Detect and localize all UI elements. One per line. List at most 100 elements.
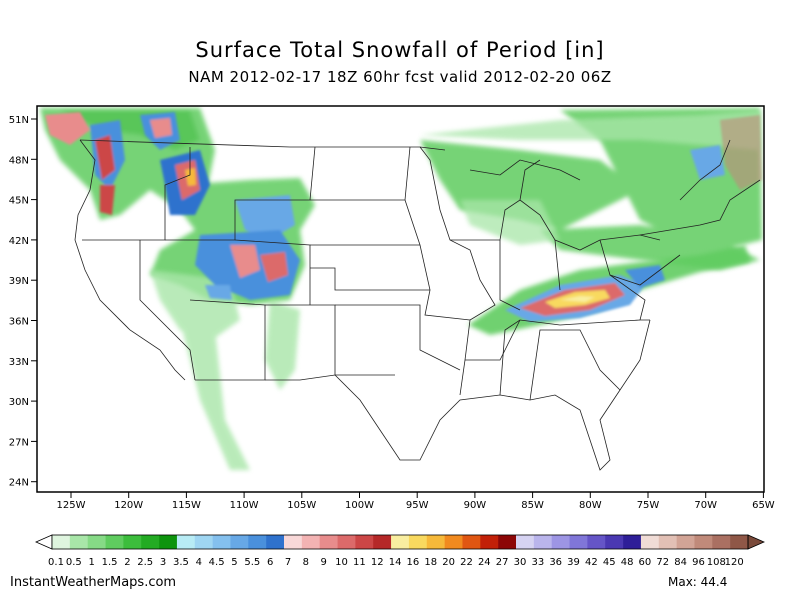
legend-swatch bbox=[712, 535, 731, 549]
legend-swatch bbox=[212, 535, 231, 549]
legend-outline bbox=[51, 534, 749, 550]
legend-swatch bbox=[69, 535, 88, 549]
lon-label: 100W bbox=[345, 500, 374, 511]
legend-swatch bbox=[605, 535, 624, 549]
legend-swatch bbox=[230, 535, 249, 549]
lon-label: 75W bbox=[637, 500, 660, 511]
legend-label: 36 bbox=[549, 557, 562, 568]
legend-label: 16 bbox=[407, 557, 420, 568]
legend-label: 1 bbox=[89, 557, 95, 568]
legend-max-arrow bbox=[747, 534, 765, 550]
legend-swatch bbox=[87, 535, 106, 549]
legend-label: 72 bbox=[656, 557, 669, 568]
legend-label: 30 bbox=[514, 557, 527, 568]
lon-label: 115W bbox=[172, 500, 201, 511]
legend-label: 5.5 bbox=[244, 557, 260, 568]
legend-min-arrow bbox=[35, 534, 53, 550]
legend-swatch bbox=[248, 535, 267, 549]
legend-swatch bbox=[141, 535, 160, 549]
legend-swatch bbox=[444, 535, 463, 549]
legend-swatch bbox=[123, 535, 142, 549]
map-subtitle: NAM 2012-02-17 18Z 60hr fcst valid 2012-… bbox=[188, 68, 612, 86]
legend-label: 12 bbox=[371, 557, 384, 568]
legend-swatch bbox=[462, 535, 481, 549]
legend-label: 10 bbox=[335, 557, 348, 568]
legend-swatch bbox=[319, 535, 338, 549]
lon-label: 95W bbox=[406, 500, 429, 511]
legend-label: 48 bbox=[621, 557, 634, 568]
lat-label: 39N bbox=[9, 276, 29, 287]
legend-label: 45 bbox=[603, 557, 616, 568]
legend-swatch bbox=[105, 535, 124, 549]
legend-label: 60 bbox=[639, 557, 652, 568]
legend-label: 33 bbox=[531, 557, 544, 568]
legend-swatch bbox=[176, 535, 196, 549]
legend-label: 11 bbox=[353, 557, 366, 568]
legend-swatch bbox=[640, 535, 660, 549]
lat-label: 48N bbox=[9, 155, 29, 166]
lat-label: 36N bbox=[9, 317, 29, 328]
longitude-labels: 125W 120W 115W 110W 105W 100W 95W 90W 85W 80W 75W 7… bbox=[57, 492, 775, 511]
legend-label: 4.5 bbox=[209, 557, 225, 568]
lat-label: 30N bbox=[9, 397, 29, 408]
legend-label: 18 bbox=[424, 557, 437, 568]
lon-label: 85W bbox=[521, 500, 544, 511]
lon-label: 90W bbox=[464, 500, 487, 511]
state-boundaries bbox=[74, 139, 761, 471]
legend-label: 4 bbox=[196, 557, 202, 568]
lat-label: 42N bbox=[9, 236, 29, 247]
legend-swatch bbox=[426, 535, 445, 549]
legend-label: 2.5 bbox=[137, 557, 153, 568]
legend-swatch bbox=[373, 535, 392, 549]
snowfall-shading bbox=[40, 108, 762, 470]
legend-swatch bbox=[266, 535, 285, 549]
legend-label: 39 bbox=[567, 557, 580, 568]
latitude-labels: 51N 48N 45N 42N 39N 36N 33N 30N 27N 24N bbox=[9, 115, 37, 489]
map-frame bbox=[36, 105, 765, 493]
legend-swatch bbox=[301, 535, 320, 549]
legend-label: 42 bbox=[585, 557, 598, 568]
legend-swatch bbox=[52, 535, 71, 549]
source-label: InstantWeatherMaps.com bbox=[10, 575, 177, 590]
lon-label: 110W bbox=[230, 500, 259, 511]
legend-label: 14 bbox=[389, 557, 402, 568]
lon-label: 80W bbox=[579, 500, 602, 511]
legend-label: 84 bbox=[674, 557, 687, 568]
legend-label: 96 bbox=[692, 557, 705, 568]
legend-label: 6 bbox=[267, 557, 273, 568]
map-title: Surface Total Snowfall of Period [in] bbox=[195, 38, 605, 62]
legend-swatch bbox=[587, 535, 606, 549]
legend-swatch bbox=[551, 535, 570, 549]
legend-swatch bbox=[480, 535, 499, 549]
legend-labels: 0.1 0.5 1 1.5 2 2.5 3 3.5 4 4.5 5 5.5 6 7 8 9 10 11 12 14 16… bbox=[48, 557, 744, 568]
legend-label: 1.5 bbox=[102, 557, 118, 568]
legend-label: 27 bbox=[496, 557, 509, 568]
legend-swatch bbox=[408, 535, 428, 549]
max-value-label: Max: 44.4 bbox=[668, 575, 728, 589]
lon-label: 65W bbox=[752, 500, 775, 511]
lon-label: 120W bbox=[114, 500, 143, 511]
legend-label: 22 bbox=[460, 557, 473, 568]
legend-label: 7 bbox=[285, 557, 291, 568]
legend-label: 9 bbox=[321, 557, 327, 568]
legend-swatch bbox=[730, 535, 749, 549]
legend-label: 0.1 bbox=[48, 557, 64, 568]
lat-label: 24N bbox=[9, 478, 29, 489]
legend-swatch bbox=[676, 535, 695, 549]
legend-swatch bbox=[498, 535, 517, 549]
lat-label: 27N bbox=[9, 437, 29, 448]
legend-swatch bbox=[623, 535, 642, 549]
legend-swatch bbox=[516, 535, 535, 549]
legend-swatch bbox=[533, 535, 552, 549]
legend-swatch bbox=[194, 535, 213, 549]
legend-label: 3 bbox=[160, 557, 166, 568]
legend-label: 3.5 bbox=[173, 557, 189, 568]
lat-label: 45N bbox=[9, 196, 29, 207]
lat-label: 51N bbox=[9, 115, 29, 126]
lat-label: 33N bbox=[9, 357, 29, 368]
legend-label: 20 bbox=[442, 557, 455, 568]
legend-label: 108 bbox=[707, 557, 726, 568]
legend-swatch bbox=[391, 535, 410, 549]
legend-label: 2 bbox=[124, 557, 130, 568]
